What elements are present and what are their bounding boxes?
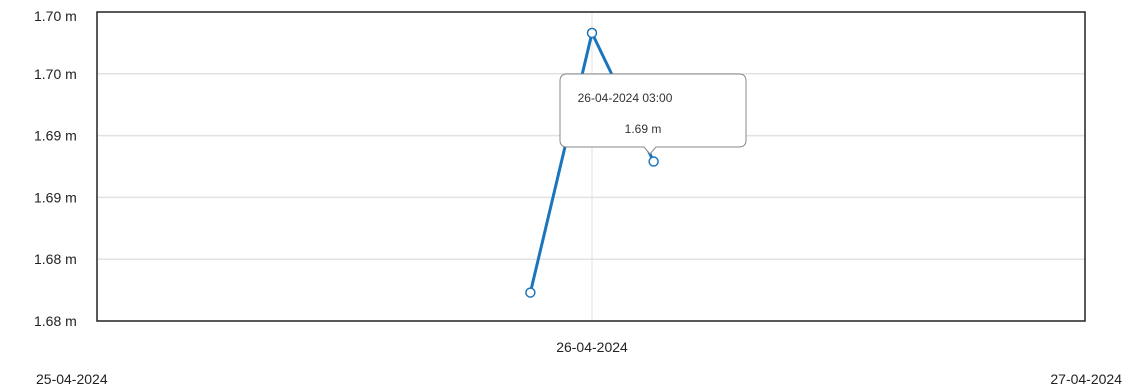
plot-frame [96, 11, 1086, 322]
axis-labels: 1.68 m 1.68 m 1.69 m 1.69 m 1.70 m 1.70 m 25-0… [34, 8, 1122, 387]
y-tick-label: 1.70 m [34, 66, 77, 82]
x-tick-label: 25-04-2024 [36, 371, 108, 387]
y-tick-label: 1.69 m [34, 189, 77, 205]
data-point [648, 156, 659, 167]
x-tick-label: 27-04-2024 [1050, 371, 1122, 387]
x-tick-label: 26-04-2024 [556, 339, 628, 355]
data-point [525, 287, 536, 298]
tooltip-value: 1.69 m [625, 122, 662, 136]
grid-lines [97, 12, 1085, 321]
tooltip: 26-04-2024 03:00 1.69 m [559, 73, 747, 155]
y-tick-label: 1.68 m [34, 251, 77, 267]
y-tick-label: 1.70 m [34, 8, 77, 24]
y-tick-label: 1.69 m [34, 128, 77, 144]
tooltip-date: 26-04-2024 03:00 [578, 91, 673, 105]
data-point [586, 27, 598, 39]
tooltip-box [559, 73, 747, 155]
y-tick-label: 1.68 m [34, 313, 77, 329]
